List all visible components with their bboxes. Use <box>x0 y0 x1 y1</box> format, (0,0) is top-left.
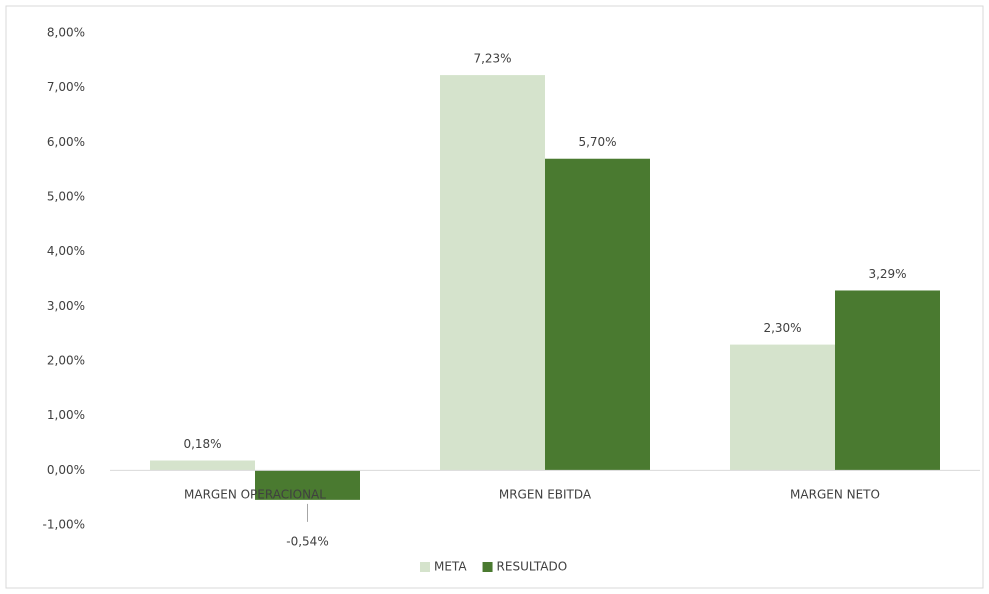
legend-swatch <box>420 562 430 572</box>
bar <box>730 344 835 471</box>
value-label: 0,18% <box>183 437 221 451</box>
bar <box>545 158 650 471</box>
x-tick-label: MARGEN OPERACIONAL <box>184 488 326 502</box>
y-tick-label: 3,00% <box>47 299 85 313</box>
value-label: 7,23% <box>473 52 511 66</box>
bar <box>835 290 940 471</box>
legend-label: META <box>434 560 467 574</box>
bar <box>440 75 545 471</box>
value-label: 5,70% <box>578 135 616 149</box>
x-tick-label: MRGEN EBITDA <box>499 488 592 502</box>
value-label: 2,30% <box>763 321 801 335</box>
value-label: -0,54% <box>286 534 328 548</box>
x-tick-label: MARGEN NETO <box>790 488 880 502</box>
value-label: 3,29% <box>868 267 906 281</box>
y-tick-label: 6,00% <box>47 135 85 149</box>
y-tick-label: 2,00% <box>47 354 85 368</box>
y-tick-label: 5,00% <box>47 190 85 204</box>
y-tick-label: 8,00% <box>47 26 85 40</box>
y-tick-label: 1,00% <box>47 408 85 422</box>
y-tick-label: 7,00% <box>47 80 85 94</box>
y-tick-label: 0,00% <box>47 463 85 477</box>
bar <box>150 460 255 471</box>
y-tick-label: 4,00% <box>47 244 85 258</box>
legend-label: RESULTADO <box>497 560 568 574</box>
bar <box>255 470 360 500</box>
y-tick-label: -1,00% <box>43 518 85 532</box>
legend-swatch <box>482 562 493 572</box>
